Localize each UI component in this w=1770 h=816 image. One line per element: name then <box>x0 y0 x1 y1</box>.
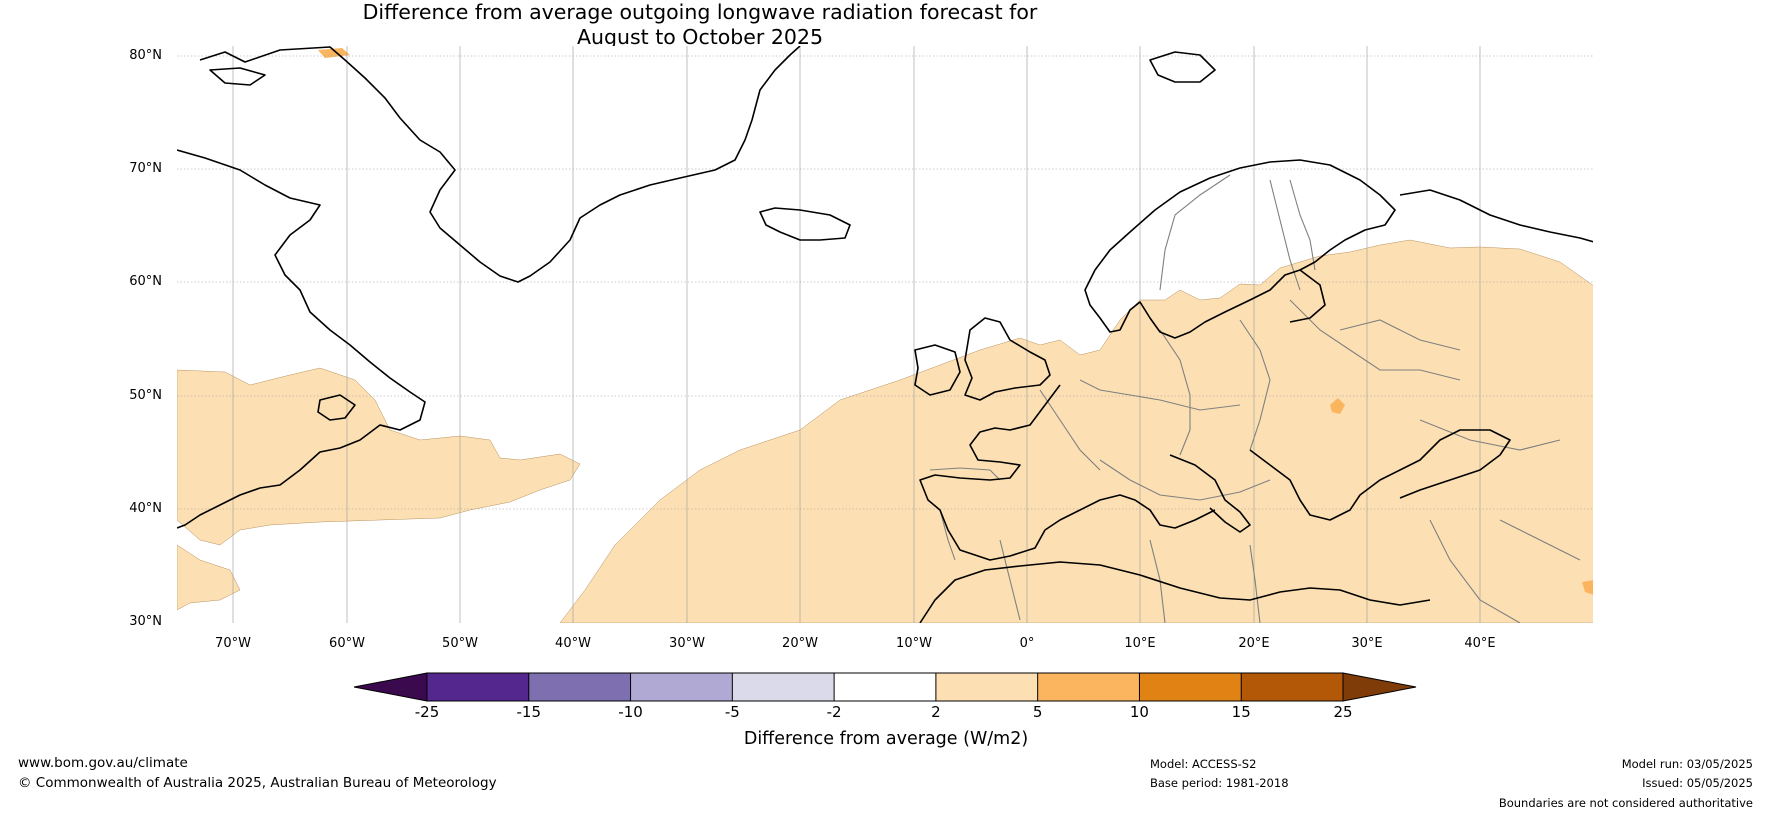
colorbar-extension-low <box>353 672 428 702</box>
lat-label-30n: 30°N <box>129 614 162 629</box>
coast-balkans-black-sea <box>1249 429 1511 521</box>
website-text: www.bom.gov.au/climate <box>18 755 188 771</box>
coast-north-africa <box>919 561 1431 623</box>
anomaly-region-northwest-atlantic <box>177 367 581 546</box>
lat-label-70n: 70°N <box>129 161 162 176</box>
coast-russia-north <box>1399 189 1593 243</box>
coast-iceland <box>759 207 851 241</box>
lon-label-60w: 60°W <box>329 636 365 651</box>
colorbar-tick-label: -5 <box>724 703 740 721</box>
anomaly-fill-5-10 <box>318 48 1593 595</box>
colorbar-tick-label: -15 <box>516 703 542 721</box>
coast-iberia-france <box>919 384 1216 561</box>
coast-labrador <box>177 149 426 529</box>
colorbar-segment <box>1139 673 1242 701</box>
lat-label-40n: 40°N <box>129 501 162 516</box>
title-line-1: Difference from average outgoing longwav… <box>362 0 1038 24</box>
coastlines <box>177 46 1593 623</box>
colorbar-tick-label: 15 <box>1231 703 1251 721</box>
coast-britain <box>964 317 1051 401</box>
colorbar-segment <box>732 673 835 701</box>
coast-gulf-stlawrence <box>317 394 356 421</box>
chart-title: Difference from average outgoing longwav… <box>0 0 1400 50</box>
model-text: Model: ACCESS-S2 <box>1150 757 1257 771</box>
colorbar-ticks <box>426 673 1344 701</box>
base-period-text: Base period: 1981-2018 <box>1150 776 1289 790</box>
colorbar-tick-label: -10 <box>618 703 643 721</box>
lon-label-0: 0° <box>1019 636 1035 651</box>
coast-ireland <box>914 344 961 396</box>
lat-label-80n: 80°N <box>129 48 162 63</box>
coast-svalbard <box>1149 51 1216 83</box>
colorbar-tick-label: -2 <box>826 703 842 721</box>
colorbar-tick-label: 25 <box>1333 703 1353 721</box>
colorbar-extension-high <box>1342 672 1417 702</box>
anomaly-spot-middle-east <box>1582 580 1593 595</box>
anomaly-spot-canada-arctic <box>318 48 350 58</box>
lon-label-20e: 20°E <box>1238 636 1270 651</box>
lon-label-40e: 40°E <box>1464 636 1496 651</box>
coast-baltic <box>1289 269 1326 323</box>
model-run-text: Model run: 03/05/2025 <box>1621 757 1753 771</box>
coast-scandinavia <box>1084 159 1396 339</box>
issued-text: Issued: 05/05/2025 <box>1642 776 1753 790</box>
colorbar-tick-label: -25 <box>414 703 440 721</box>
colorbar-segment <box>1241 673 1343 701</box>
national-borders <box>929 174 1581 623</box>
map-area <box>177 46 1593 623</box>
anomaly-spot-ukraine <box>1330 398 1345 414</box>
lon-label-30w: 30°W <box>669 636 705 651</box>
lat-label-50n: 50°N <box>129 388 162 403</box>
lon-label-20w: 20°W <box>782 636 818 651</box>
colorbar-segment <box>528 673 631 701</box>
colorbar-segment <box>834 673 936 701</box>
copyright-text: © Commonwealth of Australia 2025, Austra… <box>18 775 497 791</box>
lon-label-10e: 10°E <box>1124 636 1156 651</box>
colorbar-tick-label: 5 <box>1032 703 1043 721</box>
colorbar-segment <box>427 673 529 701</box>
colorbar-segments <box>353 672 1417 702</box>
gridlines <box>177 46 1593 623</box>
anomaly-fill-2-5 <box>177 239 1593 623</box>
lat-label-60n: 60°N <box>129 274 162 289</box>
title-line-2: August to October 2025 <box>576 25 824 49</box>
colorbar-segment <box>630 673 733 701</box>
disclaimer-text: Boundaries are not considered authoritat… <box>1498 796 1753 810</box>
colorbar-tick-label: 2 <box>931 703 941 721</box>
legend-title: Difference from average (W/m2) <box>743 729 1029 749</box>
lon-label-40w: 40°W <box>555 636 591 651</box>
lon-label-10w: 10°W <box>896 636 932 651</box>
colorbar-segment <box>1037 673 1140 701</box>
anomaly-region-southwest-atlantic <box>177 544 241 611</box>
lon-label-70w: 70°W <box>215 636 251 651</box>
coast-greenland <box>199 46 801 283</box>
coast-italy <box>1169 454 1251 533</box>
lon-label-30e: 30°E <box>1351 636 1383 651</box>
colorbar-segment <box>935 673 1038 701</box>
lon-label-50w: 50°W <box>442 636 478 651</box>
colorbar-tick-label: 10 <box>1129 703 1149 721</box>
coast-arctic-islands <box>209 67 266 86</box>
